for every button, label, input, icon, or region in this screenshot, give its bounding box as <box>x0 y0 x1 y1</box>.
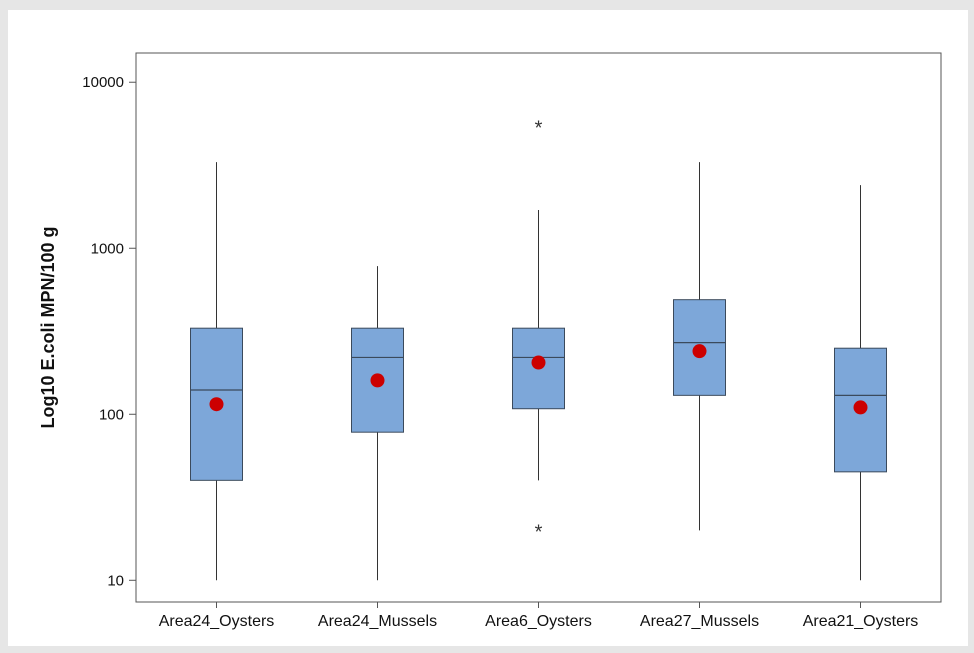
box-Area24_Oysters <box>190 162 243 581</box>
x-tick-label: Area27_Mussels <box>640 613 759 630</box>
y-axis: 10 100 1000 10000 <box>82 74 136 589</box>
box-Area24_Mussels <box>351 266 404 581</box>
y-tick-label: 1000 <box>91 240 124 257</box>
y-tick-label: 100 <box>99 406 124 423</box>
mean-marker <box>692 344 707 359</box>
y-axis-label: Log10 E.coli MPN/100 g <box>38 226 58 428</box>
mean-marker <box>853 400 868 415</box>
x-tick-label: Area24_Oysters <box>159 613 275 630</box>
box-Area21_Oysters <box>834 185 887 581</box>
y-tick-label: 10 <box>107 572 124 589</box>
y-tick-label: 10000 <box>82 74 124 91</box>
boxplot-chart: 10 100 1000 10000 Area24_Oysters Area24_Muss… <box>38 52 942 630</box>
box-Area6_Oysters: ** <box>512 118 565 543</box>
outlier-marker: * <box>535 521 543 543</box>
x-tick-label: Area24_Mussels <box>318 613 437 630</box>
box-Area27_Mussels <box>673 162 726 531</box>
mean-marker <box>209 397 224 412</box>
mean-marker <box>531 355 546 370</box>
x-axis: Area24_Oysters Area24_Mussels Area6_Oyster… <box>159 602 919 630</box>
chart-figure: 10 100 1000 10000 Area24_Oysters Area24_Muss… <box>8 10 968 646</box>
x-tick-label: Area6_Oysters <box>485 613 592 630</box>
x-tick-label: Area21_Oysters <box>803 613 919 630</box>
outlier-marker: * <box>535 118 543 140</box>
box-series: ** <box>190 118 887 581</box>
mean-marker <box>370 373 385 388</box>
